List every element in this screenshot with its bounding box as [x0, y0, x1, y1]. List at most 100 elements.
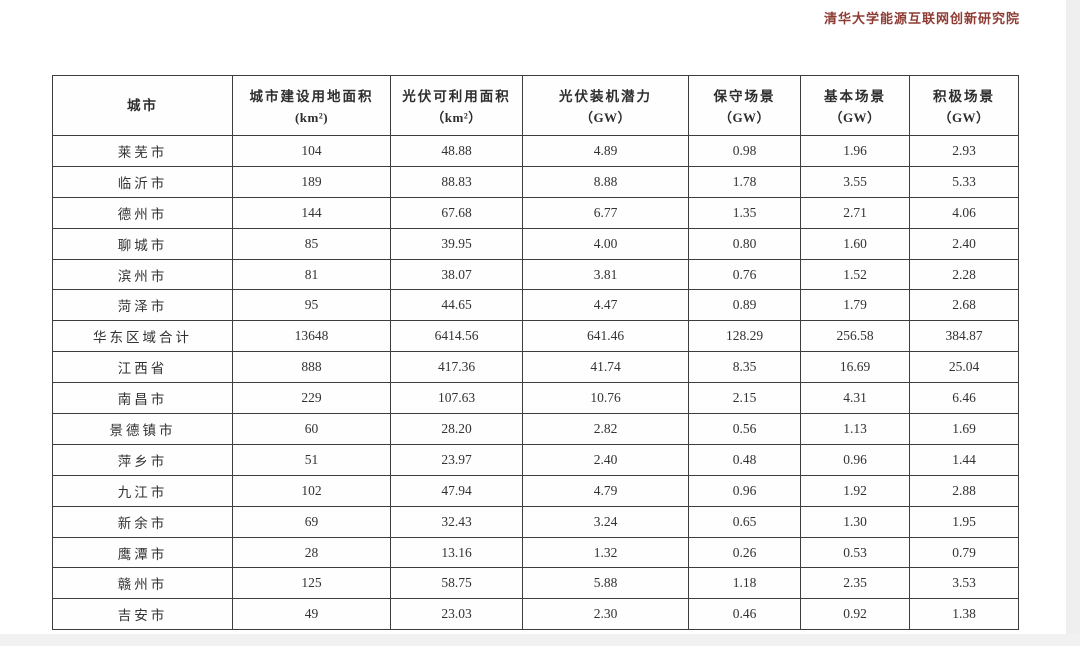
table-row: 江西省 888 417.36 41.74 8.35 16.69 25.04 — [52, 351, 1019, 384]
value-cell: 81 — [232, 258, 391, 291]
column-title: 城市建设用地面积 — [249, 88, 374, 104]
value-cell: 2.93 — [909, 135, 1019, 167]
page-header: 清华大学能源互联网创新研究院 — [52, 8, 1020, 28]
value-cell: 39.95 — [390, 227, 523, 260]
city-cell: 萍乡市 — [52, 443, 233, 476]
column-unit: （GW） — [579, 110, 632, 126]
column-title: 积极场景 — [933, 88, 995, 104]
value-cell: 417.36 — [390, 351, 523, 384]
value-cell: 229 — [232, 382, 391, 415]
city-cell: 菏泽市 — [52, 289, 233, 322]
value-cell: 47.94 — [390, 474, 523, 507]
value-cell: 51 — [232, 443, 391, 476]
value-cell: 5.88 — [522, 567, 689, 600]
value-cell: 3.53 — [909, 567, 1019, 600]
column-title: 保守场景 — [713, 88, 776, 104]
value-cell: 8.88 — [522, 165, 689, 198]
column-title: 光伏可利用面积 — [402, 88, 511, 104]
table-row: 临沂市 189 88.83 8.88 1.78 3.55 5.33 — [52, 165, 1019, 198]
value-cell: 641.46 — [522, 320, 689, 353]
table-row: 滨州市 81 38.07 3.81 0.76 1.52 2.28 — [52, 258, 1019, 291]
value-cell: 888 — [232, 351, 391, 384]
city-cell: 临沂市 — [52, 165, 233, 198]
column-title: 基本场景 — [824, 88, 886, 104]
value-cell: 384.87 — [909, 320, 1019, 353]
value-cell: 125 — [232, 567, 391, 600]
value-cell: 107.63 — [390, 382, 523, 415]
value-cell: 144 — [232, 196, 391, 229]
value-cell: 1.52 — [800, 258, 910, 291]
value-cell: 28.20 — [390, 413, 523, 445]
value-cell: 104 — [232, 135, 391, 167]
value-cell: 1.30 — [800, 505, 910, 538]
institute-name: 清华大学能源互联网创新研究院 — [823, 11, 1020, 26]
value-cell: 58.75 — [390, 567, 523, 600]
value-cell: 5.33 — [909, 165, 1019, 198]
value-cell: 0.46 — [688, 598, 801, 631]
value-cell: 4.31 — [800, 382, 910, 415]
city-cell: 九江市 — [52, 474, 233, 507]
value-cell: 44.65 — [390, 289, 523, 322]
value-cell: 1.38 — [909, 598, 1019, 631]
value-cell: 95 — [232, 289, 391, 322]
value-cell: 2.15 — [688, 382, 801, 415]
value-cell: 4.00 — [522, 227, 689, 260]
value-cell: 2.71 — [800, 196, 910, 229]
column-unit: (km²) — [294, 110, 329, 126]
table-row: 聊城市 85 39.95 4.00 0.80 1.60 2.40 — [52, 227, 1019, 260]
value-cell: 0.96 — [688, 474, 801, 507]
value-cell: 41.74 — [522, 351, 689, 384]
value-cell: 0.92 — [800, 598, 910, 631]
value-cell: 0.26 — [688, 536, 801, 569]
value-cell: 189 — [232, 165, 391, 198]
value-cell: 32.43 — [390, 505, 523, 538]
table-body: 莱芜市 104 48.88 4.89 0.98 1.96 2.93 临沂市 189 88.83 8.… — [52, 135, 1019, 631]
column-header: 城市 — [52, 75, 233, 136]
value-cell: 102 — [232, 474, 391, 507]
table-header-row: 城市 城市建设用地面积 (km²) 光伏可利用面积 （km²） 光伏装机潜力 （GW） 保守场… — [52, 75, 1019, 136]
value-cell: 1.32 — [522, 536, 689, 569]
value-cell: 67.68 — [390, 196, 523, 229]
page-edge-bottom — [0, 634, 1080, 646]
city-cell: 鹰潭市 — [52, 536, 233, 569]
value-cell: 2.28 — [909, 258, 1019, 291]
table-row: 新余市 69 32.43 3.24 0.65 1.30 1.95 — [52, 505, 1019, 538]
value-cell: 4.06 — [909, 196, 1019, 229]
column-unit: （GW） — [938, 110, 990, 126]
value-cell: 6.46 — [909, 382, 1019, 415]
table-row: 九江市 102 47.94 4.79 0.96 1.92 2.88 — [52, 474, 1019, 507]
table-row: 德州市 144 67.68 6.77 1.35 2.71 4.06 — [52, 196, 1019, 229]
value-cell: 1.79 — [800, 289, 910, 322]
city-cell: 德州市 — [52, 196, 233, 229]
table-row: 南昌市 229 107.63 10.76 2.15 4.31 6.46 — [52, 382, 1019, 415]
column-header: 基本场景 （GW） — [800, 75, 910, 136]
page-edge-right — [1066, 0, 1080, 646]
value-cell: 23.97 — [390, 443, 523, 476]
value-cell: 0.80 — [688, 227, 801, 260]
value-cell: 1.95 — [909, 505, 1019, 538]
column-title: 光伏装机潜力 — [559, 88, 652, 104]
value-cell: 23.03 — [390, 598, 523, 631]
column-header: 积极场景 （GW） — [909, 75, 1019, 136]
value-cell: 10.76 — [522, 382, 689, 415]
value-cell: 69 — [232, 505, 391, 538]
value-cell: 1.78 — [688, 165, 801, 198]
value-cell: 0.65 — [688, 505, 801, 538]
value-cell: 2.68 — [909, 289, 1019, 322]
city-cell: 景德镇市 — [52, 413, 233, 445]
value-cell: 0.53 — [800, 536, 910, 569]
city-cell: 江西省 — [52, 351, 233, 384]
table-row: 景德镇市 60 28.20 2.82 0.56 1.13 1.69 — [52, 413, 1019, 445]
value-cell: 88.83 — [390, 165, 523, 198]
value-cell: 3.81 — [522, 258, 689, 291]
value-cell: 256.58 — [800, 320, 910, 353]
value-cell: 2.40 — [909, 227, 1019, 260]
value-cell: 1.35 — [688, 196, 801, 229]
value-cell: 2.30 — [522, 598, 689, 631]
value-cell: 1.60 — [800, 227, 910, 260]
column-header: 保守场景 （GW） — [688, 75, 801, 136]
value-cell: 48.88 — [390, 135, 523, 167]
city-cell: 华东区域合计 — [52, 320, 233, 353]
value-cell: 1.96 — [800, 135, 910, 167]
